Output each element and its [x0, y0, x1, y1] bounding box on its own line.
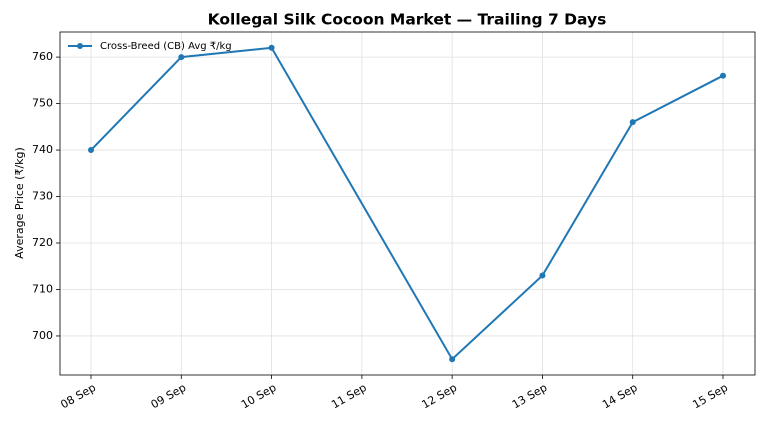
- point: [629, 119, 636, 126]
- y-axis-label: Average Price (₹/kg): [13, 147, 26, 259]
- point: [178, 54, 185, 61]
- point: [449, 356, 456, 363]
- point: [88, 147, 94, 154]
- y-tick-label: 730: [32, 190, 53, 203]
- y-tick-label: 710: [32, 282, 53, 295]
- y-tick-label: 740: [32, 143, 53, 156]
- y-tick-label: 760: [32, 50, 53, 63]
- y-tick-label: 700: [32, 329, 53, 342]
- y-tick-label: 750: [32, 97, 53, 110]
- y-tick-label: 720: [32, 236, 53, 249]
- legend-label: Cross-Breed (CB) Avg ₹/kg: [100, 41, 232, 52]
- point: [268, 44, 275, 51]
- point: [720, 72, 726, 79]
- plot-frame: [59, 31, 756, 376]
- chart-title: Kollegal Silk Cocoon Market — Trailing 7…: [208, 11, 607, 29]
- legend-marker: [77, 43, 83, 49]
- point: [539, 272, 546, 279]
